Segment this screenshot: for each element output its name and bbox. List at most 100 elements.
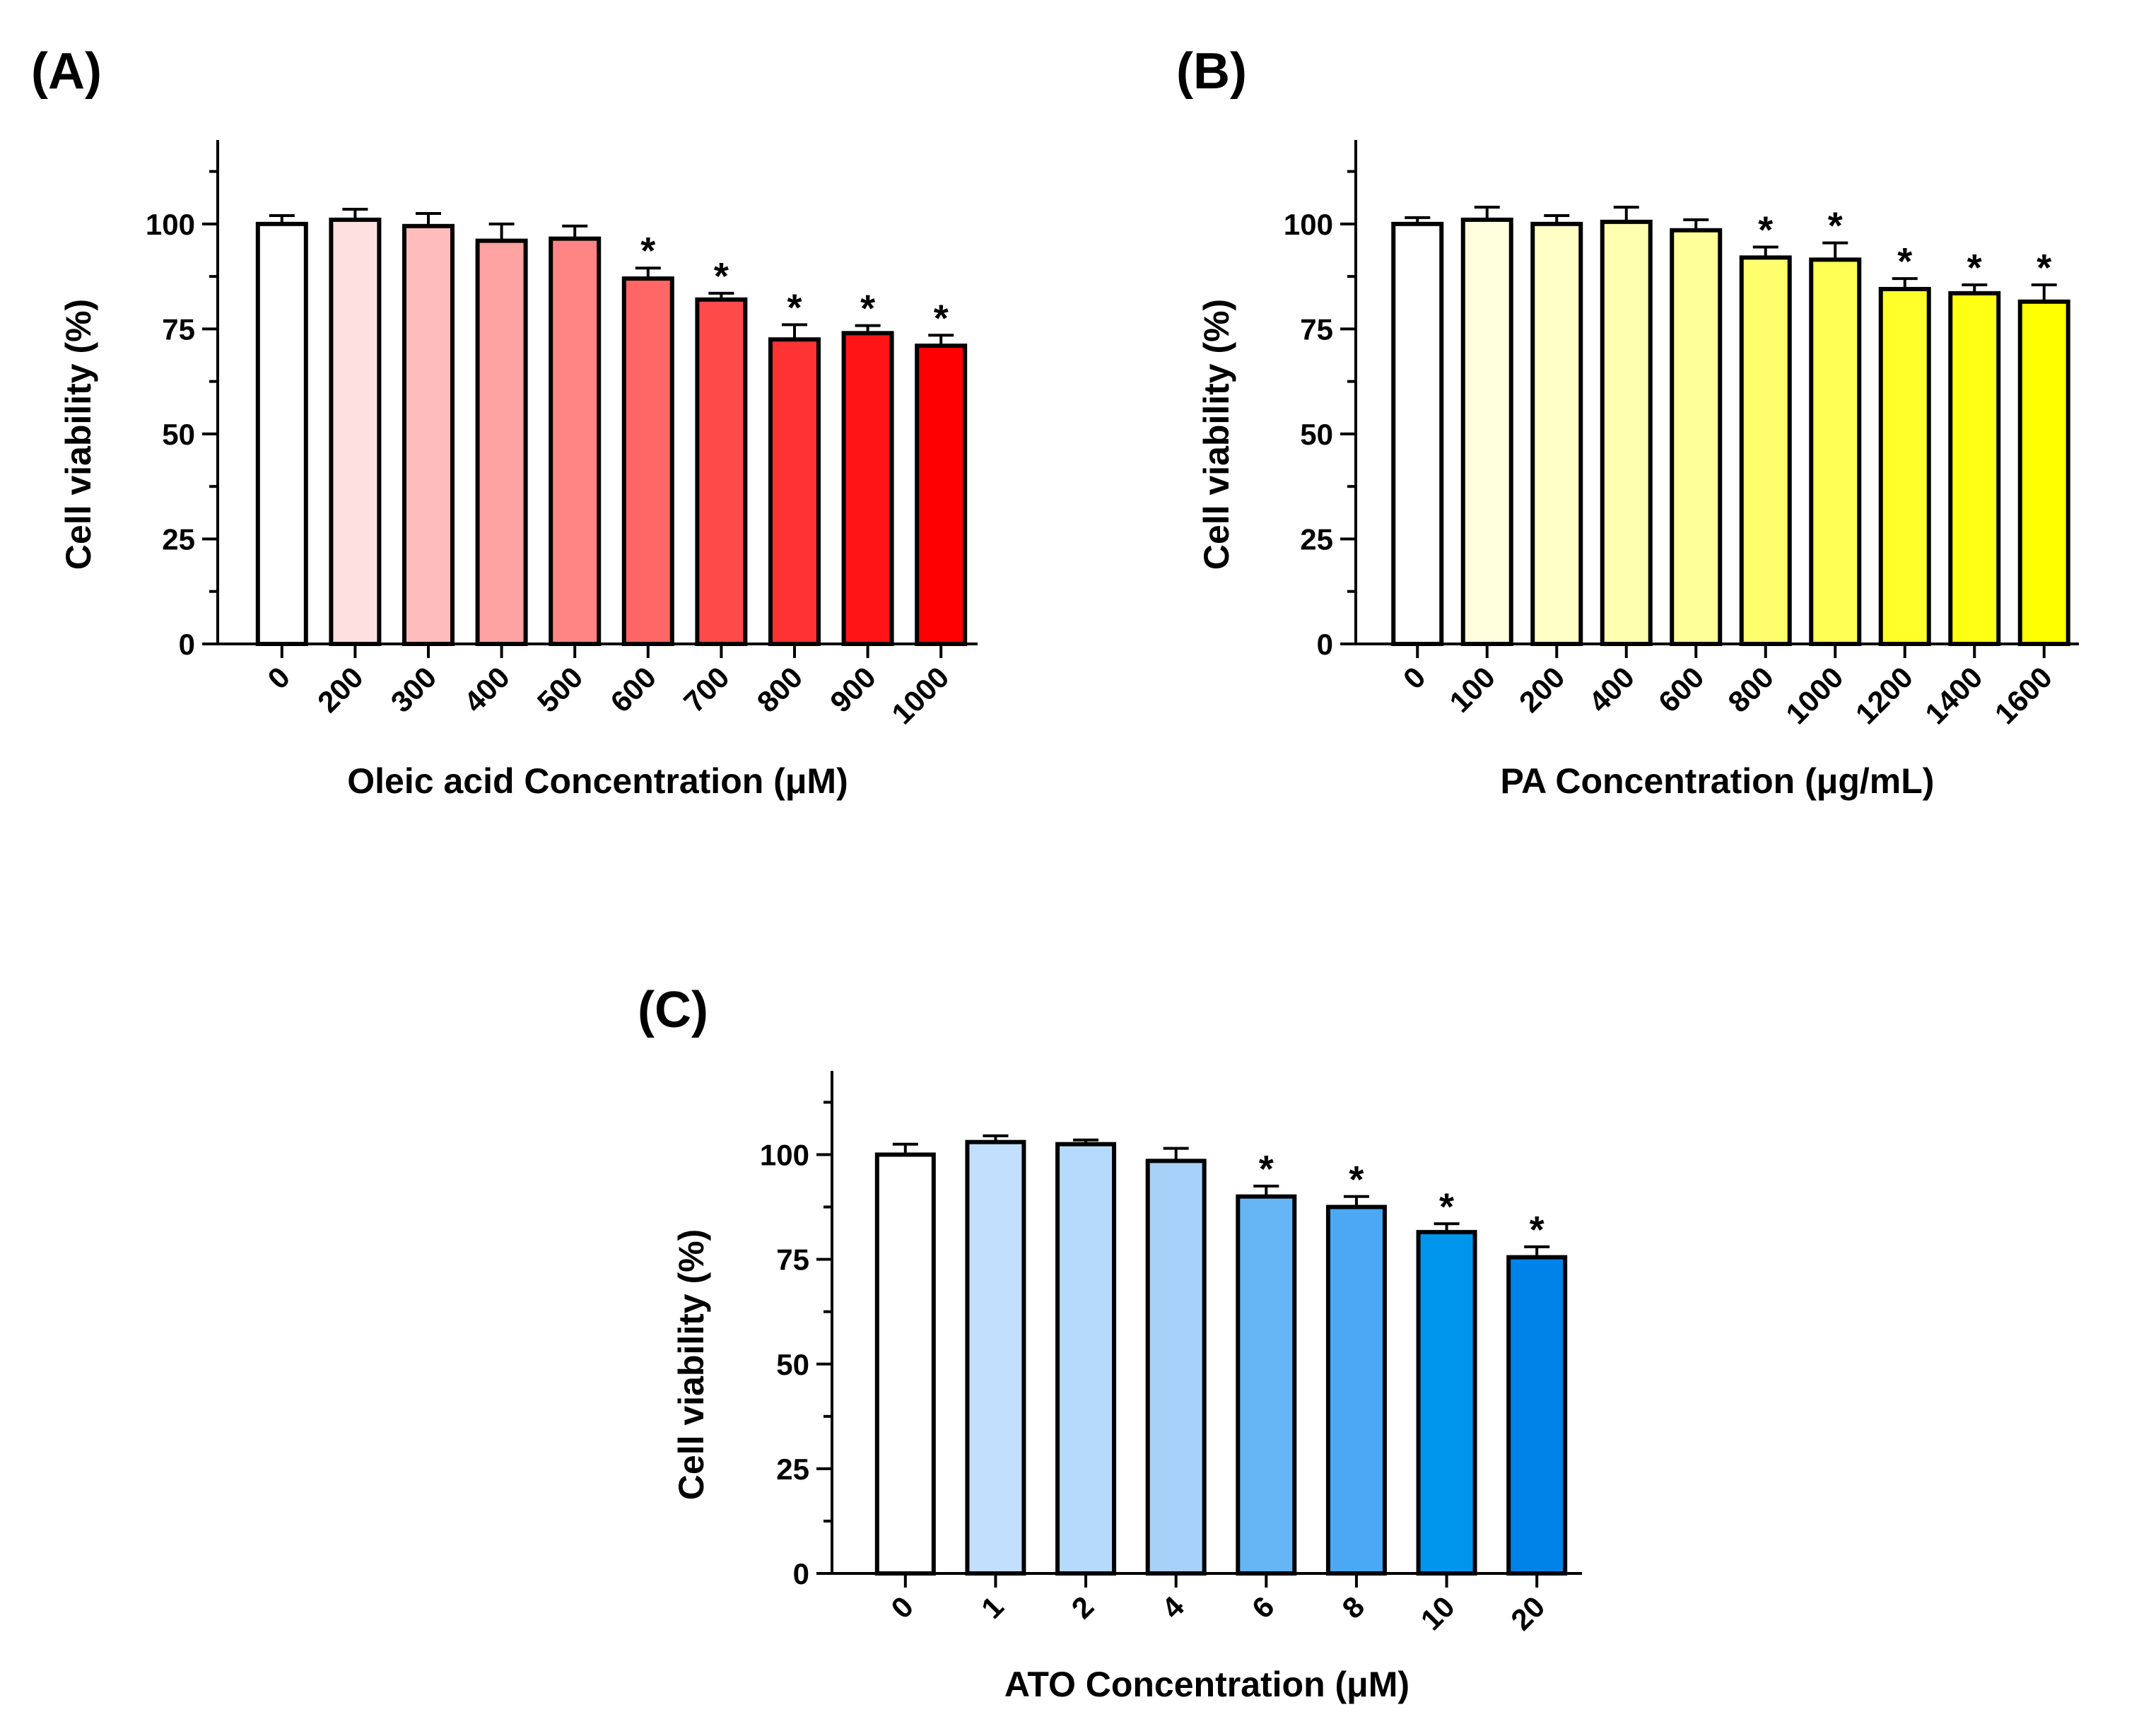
bar-chart-ato: 0 25 50 75 100 0 1 2 4 6 * 8 * 10 * 20 * Cell viability (… — [672, 1071, 1582, 1704]
x-axis-title: PA Concentration (μg/mL) — [1501, 761, 1935, 801]
y-tick-label: 25 — [776, 1453, 809, 1486]
significance-marker: * — [640, 230, 655, 272]
y-axis-title: Cell viability (%) — [59, 299, 98, 570]
x-tick-label: 700 — [677, 660, 736, 719]
x-tick-label: 0 — [884, 1590, 920, 1625]
bar — [1391, 221, 1444, 647]
x-tick-label: 600 — [1652, 660, 1711, 719]
chart-panel-b: (B) 0 25 50 75 100 0 100 200 400 600 800 * 1000 * 1200… — [1075, 0, 2151, 868]
significance-marker: * — [1349, 1159, 1364, 1201]
chart-panel-c: (C) 0 25 50 75 100 0 1 2 4 6 * 8 * 10 * 20 * Cell viabili… — [537, 868, 1613, 1736]
y-axis-title: Cell viability (%) — [672, 1229, 711, 1500]
significance-marker: * — [1828, 205, 1843, 247]
x-axis-title: Oleic acid Concentration (μM) — [347, 761, 848, 801]
bar — [1739, 255, 1792, 647]
y-tick-label: 0 — [1317, 628, 1333, 661]
y-tick-label: 0 — [179, 628, 195, 661]
bar — [329, 217, 382, 646]
x-tick-label: 200 — [311, 660, 370, 719]
bar — [1236, 1194, 1297, 1576]
significance-marker: * — [1897, 240, 1912, 283]
x-tick-label: 800 — [751, 660, 809, 719]
significance-marker: * — [860, 288, 875, 330]
x-tick-label: 300 — [385, 660, 443, 719]
bar — [1460, 217, 1513, 646]
significance-marker: * — [1530, 1209, 1545, 1251]
x-tick-label: 200 — [1513, 660, 1571, 719]
y-tick-label: 75 — [162, 312, 195, 346]
significance-marker: * — [1758, 209, 1773, 252]
bar — [255, 221, 308, 647]
bar — [1670, 228, 1723, 646]
x-tick-label: 0 — [261, 660, 296, 696]
bar — [475, 238, 528, 647]
bar — [841, 331, 894, 646]
x-tick-label: 600 — [604, 660, 662, 719]
x-tick-label: 1000 — [1779, 660, 1849, 730]
y-axis-title: Cell viability (%) — [1197, 299, 1236, 570]
significance-marker: * — [2036, 247, 2051, 289]
y-tick-label: 25 — [1300, 522, 1333, 556]
bar — [1416, 1230, 1477, 1576]
x-tick-label: 500 — [531, 660, 590, 719]
bar — [1948, 291, 2001, 646]
x-tick-label: 800 — [1721, 660, 1780, 719]
bar — [549, 236, 602, 647]
chart-panel-a: (A) 0 25 50 75 100 0 200 300 400 500 600 * 700 * 800 * 9… — [0, 0, 1075, 868]
x-tick-label: 6 — [1246, 1590, 1281, 1625]
x-tick-label: 0 — [1397, 660, 1432, 696]
y-tick-label: 50 — [776, 1348, 809, 1381]
y-tick-label: 50 — [1300, 418, 1333, 451]
bar — [1600, 219, 1653, 646]
x-tick-label: 1 — [975, 1590, 1010, 1625]
y-tick-label: 0 — [793, 1557, 809, 1590]
bar — [1530, 221, 1583, 647]
bar — [965, 1139, 1026, 1576]
x-tick-label: 900 — [824, 660, 882, 719]
significance-marker: * — [1259, 1148, 1274, 1190]
bar — [915, 344, 968, 646]
significance-marker: * — [1439, 1185, 1454, 1228]
x-tick-label: 1000 — [885, 660, 955, 730]
x-tick-label: 400 — [457, 660, 516, 719]
x-tick-label: 10 — [1414, 1590, 1461, 1636]
x-tick-label: 400 — [1582, 660, 1641, 719]
bar — [1506, 1255, 1568, 1576]
bar — [2017, 299, 2070, 646]
bar — [874, 1152, 936, 1576]
x-tick-label: 4 — [1155, 1590, 1190, 1625]
x-tick-label: 2 — [1065, 1590, 1101, 1625]
y-tick-label: 25 — [162, 522, 195, 556]
significance-marker: * — [1967, 247, 1982, 289]
bar — [621, 276, 674, 646]
x-tick-label: 100 — [1443, 660, 1501, 719]
x-tick-label: 1400 — [1918, 660, 1988, 730]
bar — [1878, 286, 1931, 646]
x-tick-label: 1200 — [1849, 660, 1919, 730]
significance-marker: * — [714, 255, 729, 298]
bar — [1325, 1204, 1387, 1576]
x-tick-label: 1600 — [1988, 660, 2058, 730]
x-axis-title: ATO Concentration (μM) — [1004, 1665, 1409, 1704]
bar — [768, 337, 821, 646]
x-tick-label: 8 — [1336, 1590, 1371, 1625]
panel-label: (B) — [1176, 43, 1247, 100]
panel-label: (A) — [31, 43, 102, 100]
bar — [695, 297, 748, 646]
y-tick-label: 75 — [776, 1243, 809, 1277]
bar — [1809, 257, 1862, 646]
y-tick-label: 100 — [760, 1139, 809, 1172]
y-tick-label: 75 — [1300, 312, 1333, 346]
y-tick-label: 50 — [162, 418, 195, 451]
bar — [402, 223, 455, 647]
bar — [1145, 1159, 1207, 1576]
panel-label: (C) — [638, 982, 708, 1038]
bar — [1055, 1142, 1117, 1576]
significance-marker: * — [934, 297, 949, 339]
significance-marker: * — [787, 286, 802, 329]
y-tick-label: 100 — [146, 208, 195, 241]
x-tick-label: 20 — [1504, 1590, 1551, 1636]
y-tick-label: 100 — [1284, 208, 1333, 241]
